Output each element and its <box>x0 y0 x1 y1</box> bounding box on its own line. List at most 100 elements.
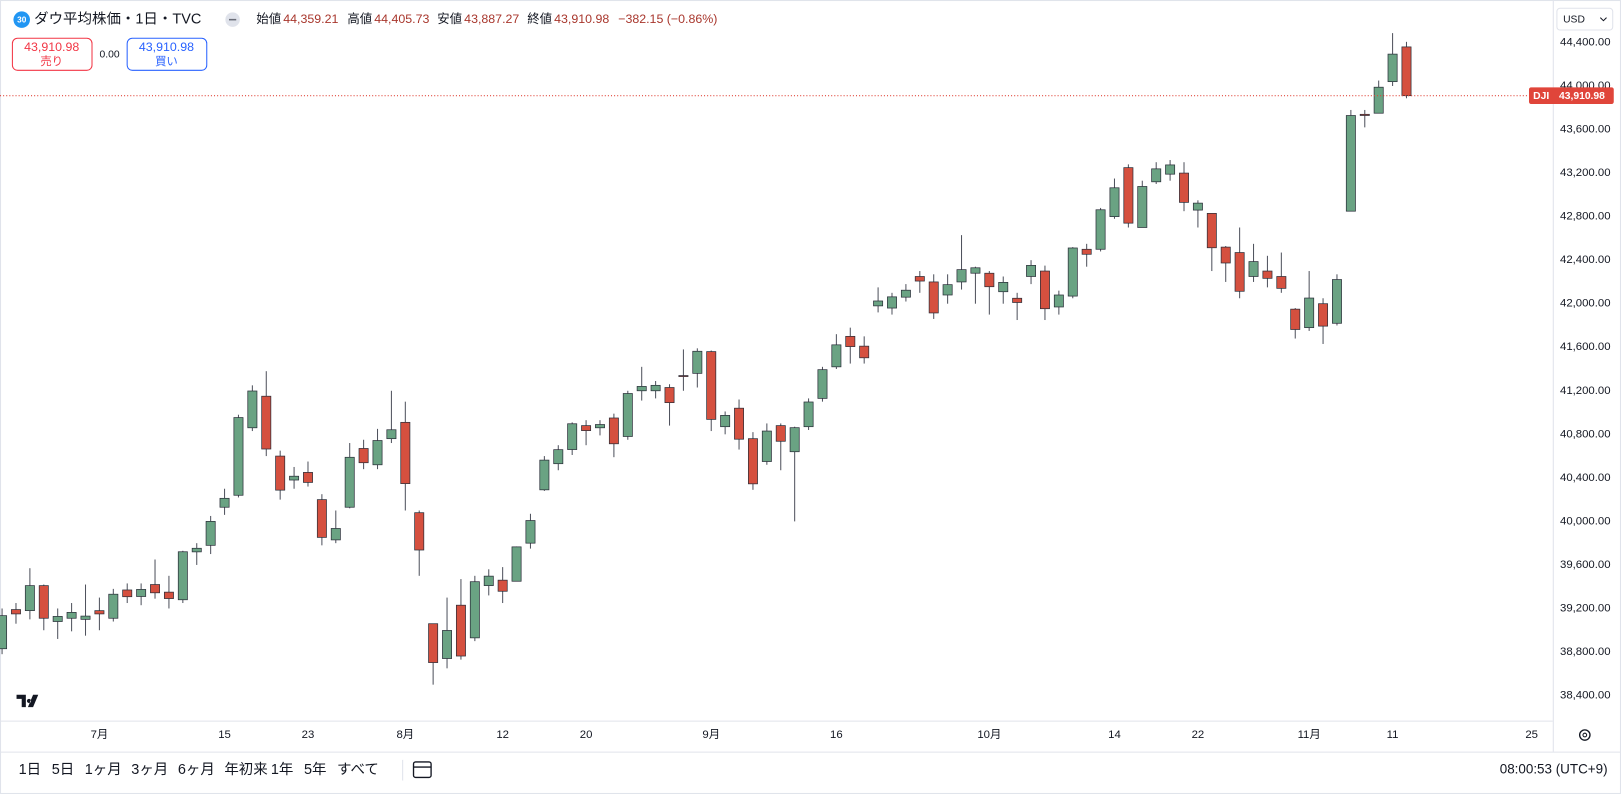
close-value: 43,910.98 <box>554 12 609 26</box>
range-button[interactable]: 5日 <box>52 762 75 778</box>
range-button[interactable]: 6ヶ月 <box>178 762 215 778</box>
y-tick-label: 38,400.00 <box>1560 690 1611 702</box>
candle-body <box>1345 115 1356 212</box>
candle-body <box>942 284 953 296</box>
buy-label: 買い <box>155 55 178 68</box>
high-label: 高値 <box>347 11 372 26</box>
candle-body <box>1220 246 1231 264</box>
high-value: 44,405.73 <box>374 12 429 26</box>
low-value: 43,887.27 <box>464 12 519 26</box>
range-button[interactable]: 1年 <box>271 761 294 778</box>
candle-body <box>1248 261 1259 277</box>
candle-body <box>1234 252 1245 292</box>
candle-body <box>163 591 174 599</box>
buy-button[interactable] <box>126 37 208 71</box>
candle-body <box>1165 164 1176 175</box>
x-tick-label: 14 <box>1108 729 1121 741</box>
chart-title: ダウ平均株価・1日・TVC <box>34 10 201 27</box>
candle-body <box>553 449 564 465</box>
candle-body <box>664 387 675 404</box>
open-label: 始値 <box>256 11 281 26</box>
sell-button[interactable] <box>11 37 93 71</box>
open-value: 44,359.21 <box>283 12 338 26</box>
candle-body <box>956 269 967 283</box>
range-button[interactable]: 年初来 <box>224 761 267 778</box>
candle-body <box>845 335 856 347</box>
candle-body <box>233 417 244 496</box>
range-button[interactable]: 1ヶ月 <box>85 762 122 778</box>
candle-body <box>303 472 313 483</box>
candle-body <box>1318 303 1329 327</box>
candle-body <box>261 395 272 450</box>
change-value: −382.15 (−0.86%) <box>618 12 717 26</box>
candle-body <box>678 375 689 377</box>
candle-body <box>414 512 425 551</box>
candle-body <box>428 623 439 663</box>
x-tick-label: 22 <box>1192 729 1205 741</box>
candle-body <box>1026 265 1037 277</box>
range-button[interactable]: すべて <box>337 761 379 778</box>
candle-body <box>747 438 758 485</box>
candle-body <box>636 386 647 392</box>
candle-body <box>150 584 160 594</box>
candle-body <box>789 427 800 453</box>
candle-body <box>1276 276 1287 289</box>
candle-body <box>1067 247 1078 297</box>
candle-body <box>1081 248 1092 255</box>
currency-button[interactable] <box>1556 7 1614 31</box>
symbol-badge <box>13 11 30 28</box>
candle-body <box>205 521 216 546</box>
candle-body <box>984 272 995 288</box>
candle-body <box>1387 53 1398 83</box>
y-tick-label: 40,400.00 <box>1560 472 1611 484</box>
candle-body <box>122 589 133 598</box>
candle-body <box>52 616 63 622</box>
candle-body <box>289 475 300 481</box>
x-tick-label: 12 <box>496 729 509 741</box>
candle-body <box>525 520 536 544</box>
candle-body <box>803 401 814 428</box>
candle-body <box>1206 212 1217 249</box>
candle-body <box>1373 86 1384 114</box>
logo <box>16 694 39 708</box>
candle-body <box>692 350 703 374</box>
candle-body <box>873 300 884 307</box>
candle-body <box>136 589 147 597</box>
currency: USD <box>1563 14 1585 25</box>
currency-caret <box>1599 17 1607 22</box>
candle-body <box>1332 279 1342 324</box>
y-tick-label: 41,600.00 <box>1560 341 1611 353</box>
candle-body <box>1359 113 1370 116</box>
x-tick-label: 11 <box>1387 729 1399 741</box>
candle-body <box>108 593 119 619</box>
candle-body <box>400 421 411 484</box>
range-button[interactable]: 1日 <box>19 762 42 778</box>
candle-body <box>191 547 202 553</box>
candle-body <box>706 351 717 420</box>
settings-button[interactable] <box>1578 729 1591 741</box>
y-tick-label: 43,600.00 <box>1560 124 1611 136</box>
sell-label: 売り <box>40 55 63 68</box>
candle-body <box>177 551 188 601</box>
candle-body <box>887 296 897 309</box>
sell-price: 43,910.98 <box>24 40 79 54</box>
candle-body <box>66 612 77 619</box>
candle-body <box>358 448 369 464</box>
candle-body <box>831 344 842 368</box>
calendar-button[interactable] <box>412 761 432 779</box>
candle-body <box>539 459 550 491</box>
candle-body <box>330 528 341 541</box>
x-tick-label: 11月 <box>1298 729 1321 741</box>
range-button[interactable]: 5年 <box>304 761 327 778</box>
candle-body <box>761 430 772 462</box>
candle-body <box>900 289 911 298</box>
y-tick-label: 39,200.00 <box>1560 602 1611 614</box>
clock: 08:00:53 (UTC+9) <box>1500 762 1608 777</box>
y-tick-label: 38,800.00 <box>1560 646 1611 658</box>
candle-body <box>1290 308 1301 330</box>
range-button[interactable]: 3ヶ月 <box>131 762 168 778</box>
candle-body <box>511 546 522 582</box>
candle-body <box>455 604 466 657</box>
x-tick-label: 23 <box>302 729 315 741</box>
low-label: 安値 <box>437 11 462 26</box>
